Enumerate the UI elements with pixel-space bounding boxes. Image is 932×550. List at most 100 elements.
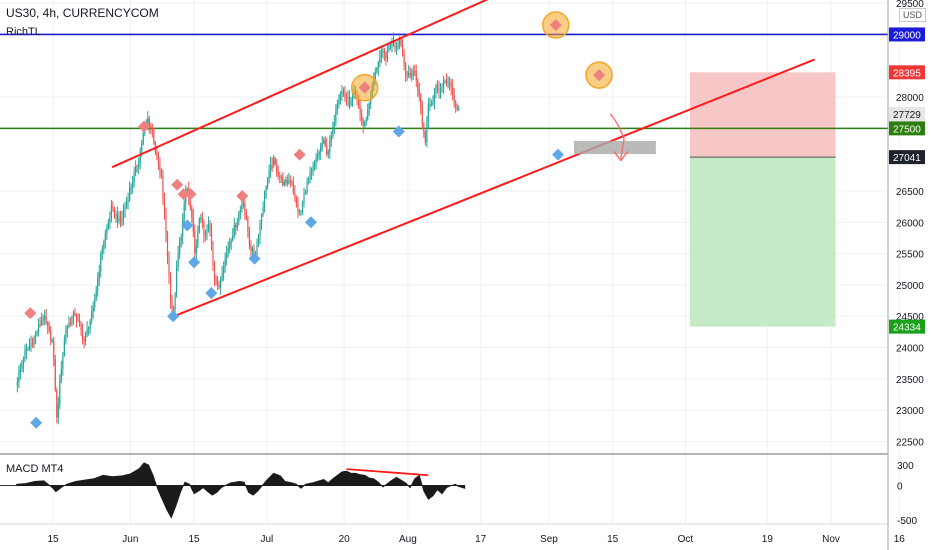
candle-body — [36, 331, 38, 334]
candle-body — [248, 231, 251, 245]
candle-body — [415, 71, 417, 81]
candle-body — [247, 218, 249, 232]
candle-body — [218, 285, 220, 288]
candle-body — [168, 257, 170, 276]
candle-body — [236, 222, 238, 228]
buy-signal-marker — [392, 125, 405, 138]
candle-body — [135, 166, 137, 173]
candle-body — [33, 337, 35, 345]
candle-body — [441, 87, 443, 90]
candle-body — [212, 248, 214, 267]
candle-body — [133, 172, 135, 183]
stop-loss-zone — [690, 72, 836, 158]
currency-badge[interactable]: USD — [899, 8, 927, 22]
candle-body — [91, 311, 93, 321]
candle-body — [232, 235, 234, 241]
y-tick-label: 26000 — [896, 218, 924, 229]
candle-body — [241, 206, 243, 211]
candle-body — [78, 320, 81, 325]
candle-body — [112, 206, 114, 209]
candle-body — [453, 94, 455, 103]
candle-body — [147, 118, 149, 124]
candle-body — [160, 170, 163, 176]
sell-signal-marker — [171, 178, 184, 191]
candle-body — [62, 354, 64, 369]
buy-signal-marker — [205, 287, 218, 300]
candle-body — [18, 372, 20, 383]
candle-body — [75, 314, 78, 320]
candle-body — [309, 173, 311, 180]
macd-divergence-line[interactable] — [346, 468, 429, 477]
candle-body — [44, 316, 46, 319]
candle-body — [216, 282, 219, 286]
candle-body — [153, 130, 155, 144]
candle-body — [403, 53, 405, 65]
candle-body — [53, 340, 55, 359]
candle-body — [250, 244, 252, 252]
sell-signal-marker — [236, 190, 249, 203]
candle-body — [224, 257, 226, 267]
candle-body — [382, 50, 384, 52]
channel-lower-line[interactable] — [173, 58, 816, 318]
candle-body — [197, 230, 199, 247]
candle-body — [342, 91, 345, 94]
buy-signal-marker — [188, 256, 201, 269]
candle-body — [166, 235, 169, 258]
candle-body — [141, 143, 143, 152]
candle-body — [57, 404, 59, 418]
buy-signal-marker — [167, 310, 180, 323]
projection-arrow[interactable] — [609, 113, 625, 159]
candle-body — [379, 57, 381, 63]
candle-body — [65, 329, 67, 341]
candle-body — [54, 358, 56, 391]
candle-body — [97, 278, 99, 291]
buy-signal-marker — [552, 148, 565, 161]
candle-body — [442, 80, 445, 88]
candle-body — [98, 271, 100, 279]
candle-body — [107, 222, 109, 228]
y-tick-label: 24000 — [896, 344, 924, 355]
candle-body — [63, 340, 65, 355]
candle-body — [424, 132, 426, 143]
sell-signal-marker — [358, 81, 371, 94]
candle-body — [174, 293, 176, 310]
candle-body — [130, 187, 132, 190]
candle-body — [394, 45, 396, 49]
sell-signal-marker — [24, 307, 37, 320]
candle-body — [219, 280, 222, 288]
candle-body — [288, 180, 290, 184]
buy-signal-marker — [30, 416, 43, 429]
take-profit-zone — [690, 157, 836, 327]
candle-body — [263, 192, 266, 207]
candle-body — [223, 266, 225, 274]
candle-body — [89, 320, 91, 329]
channel-upper-line[interactable] — [111, 0, 549, 169]
candle-body — [310, 169, 313, 174]
candle-body — [280, 176, 282, 178]
price-label: 24334 — [893, 323, 921, 334]
candle-body — [385, 53, 387, 59]
arrow-head-icon — [613, 151, 629, 162]
candle-body — [351, 96, 354, 100]
candle-body — [361, 113, 363, 119]
candle-body — [341, 91, 343, 95]
x-tick-label: 17 — [475, 534, 487, 545]
candle-body — [85, 333, 87, 342]
candle-body — [172, 308, 175, 310]
candle-body — [235, 225, 237, 228]
candle-body — [388, 47, 390, 51]
candle-body — [447, 82, 449, 84]
candle-body — [339, 94, 342, 101]
candle-body — [183, 203, 185, 220]
candle-body — [157, 156, 160, 166]
x-tick-label: 15 — [188, 534, 200, 545]
candle-body — [19, 368, 21, 373]
candle-body — [383, 50, 385, 54]
y-tick-label: 24500 — [896, 312, 924, 323]
candle-body — [198, 218, 200, 231]
candle-body — [326, 145, 328, 155]
support-rectangle[interactable] — [573, 140, 656, 155]
candle-body — [333, 122, 335, 127]
candle-body — [189, 197, 191, 208]
